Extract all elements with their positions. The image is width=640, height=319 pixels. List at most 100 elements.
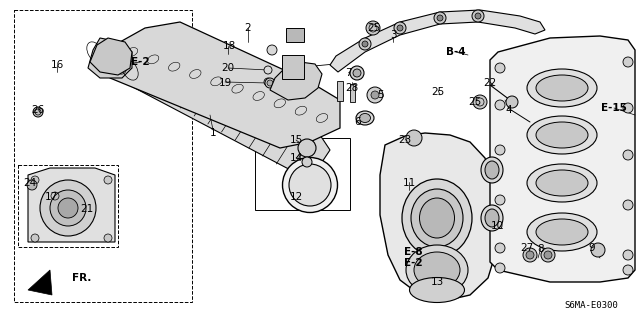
Text: 10: 10 <box>490 221 504 231</box>
Ellipse shape <box>289 164 331 206</box>
Text: 13: 13 <box>430 277 444 287</box>
Circle shape <box>623 265 633 275</box>
Text: 22: 22 <box>483 78 497 88</box>
Circle shape <box>495 243 505 253</box>
Circle shape <box>591 243 605 257</box>
Polygon shape <box>330 10 545 72</box>
Bar <box>350 84 355 102</box>
Text: E-15: E-15 <box>601 103 627 113</box>
Polygon shape <box>88 38 132 78</box>
Ellipse shape <box>267 80 273 86</box>
Circle shape <box>27 180 37 190</box>
Ellipse shape <box>411 189 463 247</box>
Circle shape <box>394 22 406 34</box>
Bar <box>18 165 118 247</box>
Polygon shape <box>90 38 132 75</box>
Ellipse shape <box>419 198 454 238</box>
Polygon shape <box>490 36 635 282</box>
Circle shape <box>473 95 487 109</box>
Text: E-2: E-2 <box>131 57 149 67</box>
Text: 7: 7 <box>345 68 351 78</box>
Circle shape <box>623 150 633 160</box>
Circle shape <box>371 91 379 99</box>
Text: 5: 5 <box>377 90 383 100</box>
Polygon shape <box>28 270 52 295</box>
Circle shape <box>472 10 484 22</box>
Ellipse shape <box>356 111 374 125</box>
Text: 8: 8 <box>538 244 544 254</box>
Circle shape <box>623 200 633 210</box>
Text: E-2: E-2 <box>404 258 422 268</box>
Text: 25: 25 <box>367 23 381 33</box>
Ellipse shape <box>360 114 371 122</box>
Circle shape <box>104 176 112 184</box>
Ellipse shape <box>536 122 588 148</box>
Text: S6MA-E0300: S6MA-E0300 <box>564 300 618 309</box>
Text: 28: 28 <box>346 83 358 93</box>
Circle shape <box>623 103 633 113</box>
Circle shape <box>362 41 368 47</box>
Bar <box>286 28 304 42</box>
Polygon shape <box>108 22 340 148</box>
Ellipse shape <box>298 139 316 157</box>
Circle shape <box>359 38 371 50</box>
Circle shape <box>366 21 380 35</box>
Text: B-4: B-4 <box>446 47 466 57</box>
Text: 18: 18 <box>222 41 236 51</box>
Text: 19: 19 <box>218 78 232 88</box>
Circle shape <box>495 100 505 110</box>
Circle shape <box>495 145 505 155</box>
Text: 17: 17 <box>44 192 58 202</box>
Circle shape <box>541 248 555 262</box>
Text: 24: 24 <box>24 178 36 188</box>
Ellipse shape <box>406 245 468 295</box>
Bar <box>282 55 304 79</box>
Text: 15: 15 <box>289 135 303 145</box>
Circle shape <box>50 190 86 226</box>
Text: 12: 12 <box>289 192 303 202</box>
Ellipse shape <box>481 205 503 231</box>
Ellipse shape <box>481 157 503 183</box>
Circle shape <box>523 248 537 262</box>
Circle shape <box>31 234 39 242</box>
Ellipse shape <box>536 219 588 245</box>
Circle shape <box>495 195 505 205</box>
Bar <box>255 138 350 210</box>
Text: 3: 3 <box>390 30 396 40</box>
Circle shape <box>267 45 277 55</box>
Ellipse shape <box>527 213 597 251</box>
Ellipse shape <box>485 161 499 179</box>
Bar <box>14 10 192 302</box>
Circle shape <box>397 25 403 31</box>
Text: 16: 16 <box>51 60 63 70</box>
Text: 11: 11 <box>403 178 415 188</box>
Bar <box>337 81 343 101</box>
Circle shape <box>437 15 443 21</box>
Circle shape <box>434 12 446 24</box>
Text: 6: 6 <box>355 117 362 127</box>
Circle shape <box>33 107 43 117</box>
Polygon shape <box>28 168 115 242</box>
Text: 14: 14 <box>289 153 303 163</box>
Text: 27: 27 <box>520 243 534 253</box>
Text: 21: 21 <box>81 204 93 214</box>
Ellipse shape <box>410 278 465 302</box>
Text: 23: 23 <box>398 135 412 145</box>
Circle shape <box>506 96 518 108</box>
Circle shape <box>367 87 383 103</box>
Circle shape <box>495 263 505 273</box>
Ellipse shape <box>265 78 275 88</box>
Ellipse shape <box>527 116 597 154</box>
Text: 26: 26 <box>31 105 45 115</box>
Ellipse shape <box>536 170 588 196</box>
Polygon shape <box>380 133 495 300</box>
Ellipse shape <box>282 158 337 212</box>
Ellipse shape <box>536 75 588 101</box>
Text: 25: 25 <box>468 97 482 107</box>
Ellipse shape <box>527 164 597 202</box>
Text: 20: 20 <box>221 63 235 73</box>
Circle shape <box>264 66 272 74</box>
Text: 2: 2 <box>244 23 252 33</box>
Text: 25: 25 <box>431 87 445 97</box>
Circle shape <box>544 251 552 259</box>
